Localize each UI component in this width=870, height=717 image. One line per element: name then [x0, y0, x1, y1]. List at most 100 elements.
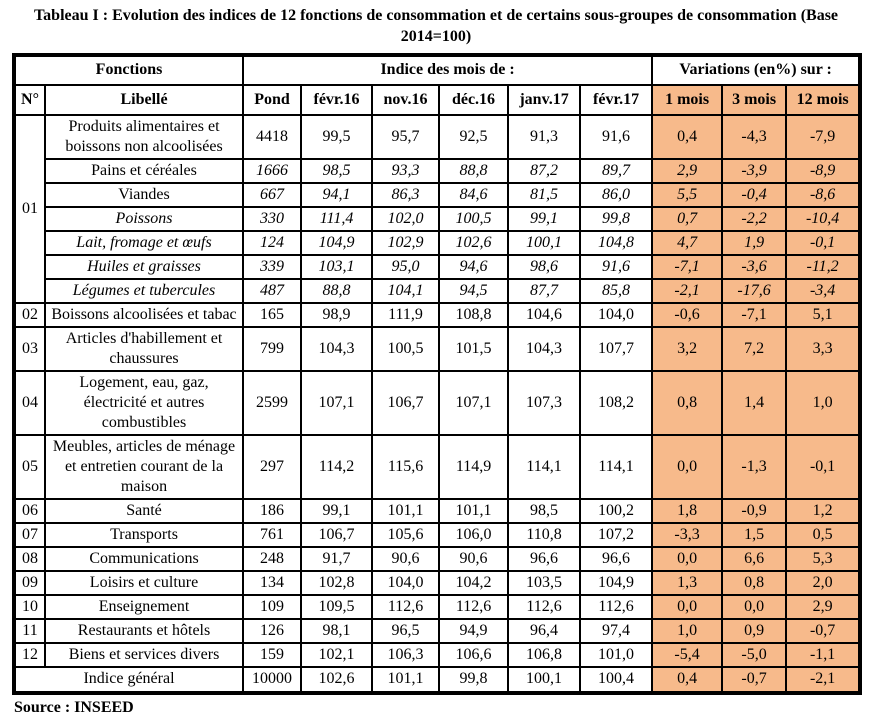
- index-cell: 110,8: [507, 521, 582, 548]
- index-cell: 90,6: [438, 545, 510, 572]
- variation-cell: 1,3: [651, 569, 724, 596]
- index-cell: 107,1: [438, 369, 510, 436]
- index-cell: 88,8: [438, 157, 510, 184]
- index-cell: 81,5: [507, 181, 582, 208]
- index-cell: 104,6: [507, 301, 582, 328]
- table-subrow-pains: Pains et céréales 1666 98,5 93,3 88,8 87…: [14, 157, 862, 184]
- index-cell: 114,9: [438, 433, 510, 500]
- index-cell: 112,6: [579, 593, 654, 620]
- variation-cell: -0,4: [721, 181, 788, 208]
- index-cell: 102,6: [300, 665, 374, 694]
- index-cell: 100,1: [507, 665, 582, 694]
- variation-cell: 7,2: [721, 325, 788, 372]
- index-cell: 98,5: [507, 497, 582, 524]
- variation-cell: 1,0: [651, 617, 724, 644]
- index-cell: 91,7: [300, 545, 374, 572]
- variation-cell: -3,6: [721, 253, 788, 280]
- variation-cell: 1,8: [651, 497, 724, 524]
- index-cell: 102,0: [371, 205, 441, 232]
- index-cell: 86,0: [579, 181, 654, 208]
- variation-cell: -0,1: [785, 433, 862, 500]
- pond-cell: 2599: [242, 369, 303, 436]
- index-cell: 98,6: [507, 253, 582, 280]
- col-header-var-12mois: 12 mois: [785, 83, 862, 116]
- pond-cell: 487: [242, 277, 303, 304]
- variation-cell: 5,5: [651, 181, 724, 208]
- variation-cell: -11,2: [785, 253, 862, 280]
- index-cell: 96,4: [507, 617, 582, 644]
- col-header-pond: Pond: [242, 83, 303, 116]
- variation-cell: -0,7: [721, 665, 788, 694]
- row-number: 04: [13, 369, 46, 436]
- table-subrow-huiles: Huiles et graisses 339 103,1 95,0 94,6 9…: [14, 253, 862, 280]
- index-cell: 102,8: [300, 569, 374, 596]
- index-cell: 100,4: [579, 665, 654, 694]
- row-number: 08: [13, 545, 46, 572]
- index-cell: 112,6: [371, 593, 441, 620]
- row-number: 12: [13, 641, 46, 668]
- variation-cell: 0,0: [651, 433, 724, 500]
- index-cell: 99,8: [438, 665, 510, 694]
- col-header-month-1: févr.16: [300, 83, 374, 116]
- col-header-label: Libellé: [43, 83, 245, 116]
- index-cell: 90,6: [371, 545, 441, 572]
- row-label: Viandes: [43, 181, 245, 208]
- variation-cell: 4,7: [651, 229, 724, 256]
- index-cell: 104,0: [371, 569, 441, 596]
- row-label: Enseignement: [43, 593, 245, 620]
- index-cell: 104,9: [300, 229, 374, 256]
- row-label: Santé: [43, 497, 245, 524]
- column-header-row: N° Libellé Pond févr.16 nov.16 déc.16 ja…: [13, 83, 862, 116]
- index-cell: 107,1: [300, 369, 374, 436]
- variation-cell: 0,9: [721, 617, 788, 644]
- variation-cell: 0,0: [651, 545, 724, 572]
- table-row-09: 09 Loisirs et culture 134 102,8 104,0 10…: [13, 569, 862, 596]
- consumption-index-table: Fonctions Indice des mois de : Variation…: [12, 52, 863, 695]
- index-cell: 106,7: [300, 521, 374, 548]
- index-cell: 101,0: [579, 641, 654, 668]
- variation-cell: 0,8: [651, 369, 724, 436]
- pond-cell: 248: [242, 545, 303, 572]
- row-label: Boissons alcoolisées et tabac: [43, 301, 245, 328]
- index-cell: 106,6: [438, 641, 510, 668]
- row-label: Produits alimentaires et boissons non al…: [43, 113, 245, 160]
- index-cell: 104,1: [371, 277, 441, 304]
- variation-cell: 3,3: [785, 325, 862, 372]
- col-header-month-4: janv.17: [507, 83, 582, 116]
- variation-cell: 2,9: [785, 593, 862, 620]
- index-cell: 107,7: [579, 325, 654, 372]
- index-cell: 84,6: [438, 181, 510, 208]
- group-header-row: Fonctions Indice des mois de : Variation…: [12, 53, 862, 86]
- index-cell: 94,9: [438, 617, 510, 644]
- variation-cell: 1,5: [721, 521, 788, 548]
- index-cell: 114,1: [579, 433, 654, 500]
- row-label: Lait, fromage et œufs: [43, 229, 245, 256]
- index-cell: 107,3: [507, 369, 582, 436]
- row-number: 10: [13, 593, 46, 620]
- row-label: Pains et céréales: [43, 157, 245, 184]
- index-cell: 87,7: [507, 277, 582, 304]
- index-cell: 85,8: [579, 277, 654, 304]
- index-cell: 91,6: [579, 253, 654, 280]
- index-cell: 96,5: [371, 617, 441, 644]
- table-row-04: 04 Logement, eau, gaz, électricité et au…: [13, 369, 862, 436]
- variation-cell: -5,4: [651, 641, 724, 668]
- variation-cell: 0,0: [721, 593, 788, 620]
- index-cell: 111,4: [300, 205, 374, 232]
- index-cell: 96,6: [579, 545, 654, 572]
- index-cell: 100,1: [507, 229, 582, 256]
- index-cell: 99,5: [300, 113, 374, 160]
- variation-cell: -17,6: [721, 277, 788, 304]
- variation-cell: 2,0: [785, 569, 862, 596]
- row-label: Meubles, articles de ménage et entretien…: [43, 433, 245, 500]
- pond-cell: 186: [242, 497, 303, 524]
- variation-cell: -7,1: [721, 301, 788, 328]
- variation-cell: 5,1: [785, 301, 862, 328]
- variation-cell: -3,3: [651, 521, 724, 548]
- index-cell: 86,3: [371, 181, 441, 208]
- table-subrow-legumes: Légumes et tubercules 487 88,8 104,1 94,…: [14, 277, 862, 304]
- row-number: 07: [13, 521, 46, 548]
- pond-cell: 297: [242, 433, 303, 500]
- col-header-num: N°: [13, 83, 46, 116]
